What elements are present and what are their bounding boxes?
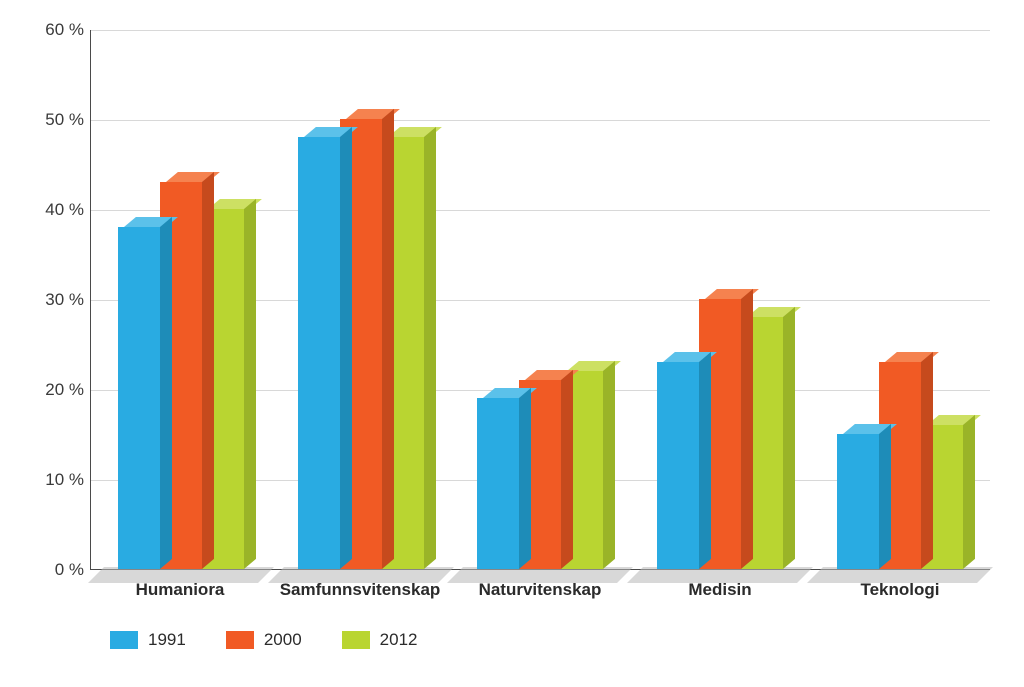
bar-side [561,370,573,569]
bar-side [783,307,795,569]
bar [118,227,160,569]
bar [477,398,519,569]
legend-item: 2000 [226,630,302,650]
legend-item: 2012 [342,630,418,650]
bar-group [451,30,631,569]
x-axis-label: Teknologi [810,580,990,600]
bar-side [921,352,933,569]
bars [837,362,963,569]
bar-side [963,415,975,569]
bar-side [202,172,214,569]
bar-front [298,137,340,569]
x-axis-labels: HumanioraSamfunnsvitenskapNaturvitenskap… [90,580,990,600]
bar-side [424,127,436,569]
bar-side [741,289,753,569]
bar-side [340,127,352,569]
x-axis-label: Naturvitenskap [450,580,630,600]
plot-area [90,30,990,570]
bar [657,362,699,569]
y-tick-label: 30 % [24,290,84,310]
bar-side [879,424,891,569]
y-tick-label: 10 % [24,470,84,490]
x-axis-label: Medisin [630,580,810,600]
y-tick-label: 0 % [24,560,84,580]
y-tick-label: 50 % [24,110,84,130]
bars [657,299,783,569]
legend: 1991 2000 2012 [110,630,417,650]
bars [477,371,603,569]
legend-swatch [110,631,138,649]
bar-side [603,361,615,569]
bar-side [382,109,394,569]
bar-side [244,199,256,569]
legend-swatch [226,631,254,649]
bar [837,434,879,569]
bar-groups [91,30,990,569]
legend-item: 1991 [110,630,186,650]
y-tick-label: 60 % [24,20,84,40]
bar-side [699,352,711,569]
x-axis-label: Samfunnsvitenskap [270,580,450,600]
bar-group [91,30,271,569]
bar-front [477,398,519,569]
bar-front [837,434,879,569]
bar-group [271,30,451,569]
legend-label: 1991 [148,630,186,650]
bars [298,119,424,569]
bar-side [160,217,172,569]
legend-label: 2012 [380,630,418,650]
bar [298,137,340,569]
legend-swatch [342,631,370,649]
y-tick-label: 40 % [24,200,84,220]
legend-label: 2000 [264,630,302,650]
bars [118,182,244,569]
x-axis-label: Humaniora [90,580,270,600]
bar-side [519,388,531,569]
bar-front [118,227,160,569]
y-tick-label: 20 % [24,380,84,400]
bar-group [810,30,990,569]
bar-chart: 0 % 10 % 20 % 30 % 40 % 50 % 60 % HumanioraSam… [20,20,1004,667]
bar-front [657,362,699,569]
bar-group [630,30,810,569]
